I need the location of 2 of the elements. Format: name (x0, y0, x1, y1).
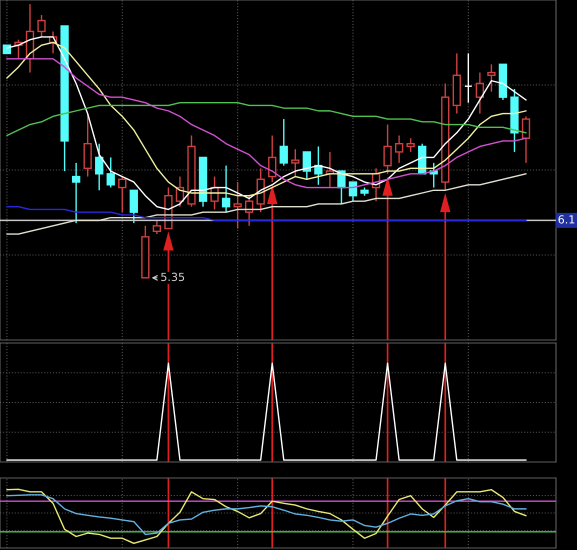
text: 6.1 (558, 215, 574, 224)
annotation: 5.35 (161, 272, 184, 282)
